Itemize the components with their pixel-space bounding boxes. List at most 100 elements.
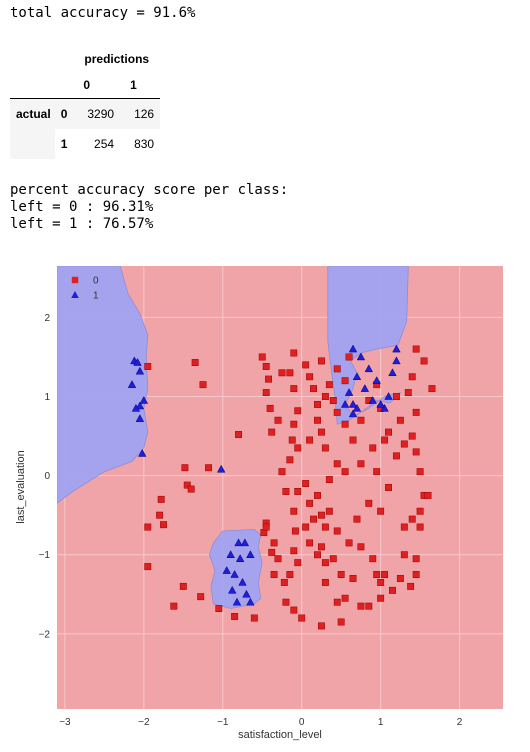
point-class-0 [373, 571, 381, 578]
point-class-0 [265, 375, 273, 383]
point-class-0 [317, 511, 325, 519]
point-class-1 [380, 403, 389, 412]
point-class-0 [333, 527, 341, 535]
point-class-0 [341, 468, 349, 476]
grid [57, 266, 503, 709]
point-class-0 [235, 431, 243, 438]
point-class-1 [246, 550, 255, 558]
point-class-1 [135, 366, 145, 375]
point-class-0 [329, 555, 337, 563]
point-class-0 [381, 436, 389, 444]
point-class-0 [286, 571, 294, 578]
point-class-0 [325, 507, 333, 515]
point-class-0 [416, 523, 424, 531]
point-class-0 [280, 578, 288, 586]
point-class-0 [258, 353, 266, 361]
point-class-1 [135, 414, 145, 422]
point-class-0 [302, 361, 310, 369]
x-tick-label: 1 [378, 717, 384, 728]
point-class-1 [133, 357, 142, 366]
x-tick-label: −2 [138, 717, 150, 728]
table-cell: 254 [94, 137, 115, 151]
point-class-0 [400, 551, 408, 559]
point-class-0 [373, 468, 381, 476]
point-class-1 [138, 448, 147, 457]
point-class-0 [302, 480, 310, 487]
decision-regions [57, 266, 409, 609]
axis-ticks: −3 −2 −1 0 1 2 −2 −1 0 1 2 [39, 313, 463, 728]
point-class-1 [226, 550, 235, 558]
class-accuracy-report: percent accuracy score per class: left = … [10, 182, 288, 233]
point-class-0 [325, 381, 333, 389]
x-tick-label: 0 [299, 717, 305, 728]
point-class-0 [288, 436, 296, 444]
point-class-0 [306, 539, 314, 547]
point-class-0 [250, 614, 258, 622]
point-class-0 [310, 515, 317, 523]
point-class-0 [290, 606, 298, 614]
point-class-1 [360, 384, 370, 392]
point-class-1 [356, 352, 366, 361]
point-class-0 [290, 385, 298, 393]
point-class-0 [290, 507, 298, 515]
table-cell: 830 [134, 137, 155, 151]
point-class-0 [333, 408, 341, 416]
column-header-0: 0 [83, 78, 91, 92]
point-class-1 [222, 566, 231, 574]
point-class-0 [191, 359, 199, 366]
legend-label-class-0: 0 [93, 276, 99, 287]
point-class-0 [286, 369, 294, 377]
point-class-1 [352, 403, 362, 412]
point-class-1 [216, 464, 226, 473]
confusion-matrix-table: predictions 0 1 actual 0 3290 126 1 254 … [10, 46, 161, 159]
point-class-0 [199, 381, 207, 389]
point-class-0 [349, 436, 357, 444]
point-class-1 [368, 395, 377, 404]
point-class-0 [329, 397, 337, 404]
y-tick-label: 2 [44, 313, 50, 324]
point-class-0 [321, 559, 329, 567]
point-class-1 [228, 585, 237, 594]
point-class-0 [365, 602, 373, 610]
column-group-label: predictions [84, 52, 150, 66]
report-line-class-0: left = 0 : 96.31% [10, 199, 154, 215]
point-class-1 [230, 569, 239, 578]
x-tick-label: −3 [59, 717, 71, 728]
point-class-0 [337, 571, 345, 578]
point-class-0 [266, 404, 274, 412]
table-corner [10, 46, 55, 72]
table-cell: 126 [120, 98, 161, 129]
point-class-0 [183, 481, 191, 489]
point-class-1 [348, 344, 358, 353]
point-class-0 [369, 555, 377, 563]
point-class-0 [385, 484, 392, 491]
row-group-label: actual [10, 98, 55, 129]
x-tick-label: 2 [457, 717, 463, 728]
point-class-0 [286, 456, 294, 464]
point-class-0 [357, 416, 365, 424]
point-class-0 [294, 559, 302, 567]
point-class-0 [357, 543, 365, 551]
point-class-0 [317, 622, 325, 630]
point-class-0 [294, 488, 302, 495]
point-class-0 [144, 523, 152, 531]
report-line-class-1: left = 1 : 76.57% [10, 216, 154, 232]
y-axis-label: last_evaluation [15, 450, 27, 523]
point-class-0 [270, 539, 278, 547]
point-class-0 [412, 345, 420, 353]
point-class-1 [388, 368, 397, 377]
point-class-0 [392, 452, 400, 460]
point-class-0 [349, 575, 357, 582]
point-class-0 [381, 571, 389, 578]
point-class-0 [268, 548, 276, 556]
y-tick-label: 0 [44, 471, 50, 482]
point-class-0 [290, 547, 298, 555]
point-class-0 [290, 349, 298, 357]
point-class-1 [246, 597, 255, 606]
legend-label-class-1: 1 [93, 291, 99, 302]
point-class-0 [408, 373, 416, 381]
point-class-0 [262, 363, 270, 370]
point-class-1 [234, 538, 243, 547]
y-tick-label: −2 [39, 629, 51, 640]
